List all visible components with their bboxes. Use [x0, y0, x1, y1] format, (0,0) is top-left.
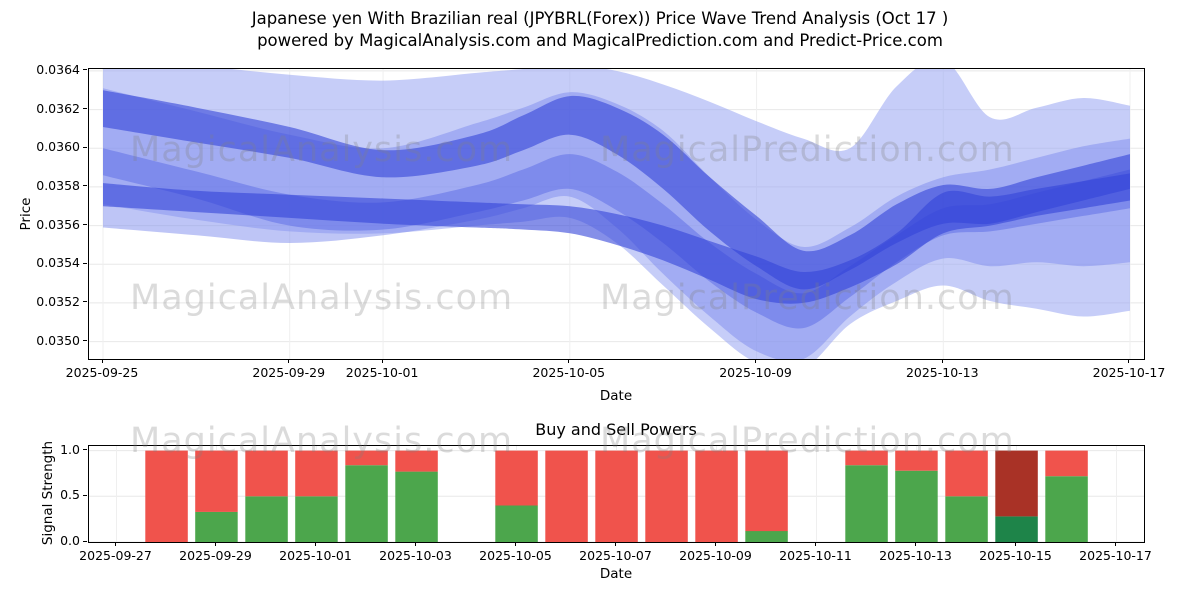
x-tick-mark [715, 542, 716, 546]
x-tick-mark [1015, 542, 1016, 546]
x-tick-label: 2025-10-01 [345, 365, 419, 380]
y-tick-label: 0.0360 [36, 139, 80, 155]
buy-power-bar [245, 496, 288, 542]
buy-power-bar [195, 511, 238, 542]
y-tick-label: 0.0352 [36, 293, 80, 309]
x-tick-label: 2025-10-17 [1079, 548, 1152, 563]
buy-sell-power-chart [89, 446, 1144, 542]
sell-power-bar [545, 450, 588, 542]
sell-power-bar [845, 450, 888, 466]
x-tick-mark [615, 542, 616, 546]
y-tick-mark [83, 108, 87, 110]
buy-power-bar [995, 516, 1038, 542]
x-tick-label: 2025-10-11 [779, 548, 852, 563]
y-tick-mark [83, 301, 87, 303]
buy-power-bar [495, 505, 538, 542]
x-tick-label: 2025-09-29 [179, 548, 252, 563]
sell-power-bar [595, 450, 638, 542]
sell-power-bar [1045, 450, 1088, 477]
power-x-axis-label: Date [599, 566, 633, 582]
x-tick-label: 2025-10-01 [279, 548, 352, 563]
sell-power-bar [745, 450, 788, 532]
x-tick-label: 2025-10-15 [979, 548, 1052, 563]
x-tick-mark [101, 359, 103, 363]
sell-power-bar [995, 450, 1038, 517]
x-tick-mark [1115, 542, 1116, 546]
sell-power-bar [145, 450, 188, 542]
buy-power-bar [295, 496, 338, 542]
x-tick-mark [568, 359, 570, 363]
sell-power-bar [495, 450, 538, 506]
x-tick-mark [381, 359, 383, 363]
x-tick-label: 2025-09-29 [252, 365, 326, 380]
x-tick-mark [315, 542, 316, 546]
buy-power-bar [745, 531, 788, 542]
y-tick-label: 1.0 [60, 441, 80, 457]
buy-power-bar [395, 471, 438, 542]
x-tick-label: 2025-10-13 [879, 548, 952, 563]
buy-power-bar [945, 496, 988, 542]
power-plot-area [88, 445, 1145, 543]
price-band-core-lower [103, 173, 1130, 304]
buy-power-bar [345, 465, 388, 542]
y-tick-mark [83, 224, 87, 226]
x-tick-label: 2025-10-03 [379, 548, 452, 563]
sell-power-bar [645, 450, 688, 542]
sell-power-bar [245, 450, 288, 497]
x-tick-label: 2025-10-13 [905, 365, 979, 380]
y-tick-label: 0.0356 [36, 216, 80, 232]
x-tick-label: 2025-10-07 [579, 548, 652, 563]
price-wave-chart [89, 69, 1144, 359]
chart-title: Japanese yen With Brazilian real (JPYBRL… [251, 9, 949, 28]
x-tick-label: 2025-09-25 [65, 365, 139, 380]
sell-power-bar [345, 450, 388, 466]
buy-power-bar [845, 465, 888, 542]
power-chart-title: Buy and Sell Powers [535, 420, 697, 439]
price-x-axis-label: Date [599, 388, 633, 404]
y-tick-label: 0.0 [60, 533, 80, 548]
y-tick-mark [83, 449, 87, 451]
y-tick-label: 0.0350 [36, 332, 80, 348]
x-tick-label: 2025-10-05 [532, 365, 606, 380]
x-tick-mark [815, 542, 816, 546]
x-tick-mark [915, 542, 916, 546]
x-tick-mark [1128, 359, 1130, 363]
x-tick-label: 2025-10-05 [479, 548, 552, 563]
price-plot-area [88, 68, 1145, 360]
sell-power-bar [395, 450, 438, 472]
x-tick-label: 2025-10-09 [679, 548, 752, 563]
sell-power-bar [895, 450, 938, 471]
y-tick-mark [83, 340, 87, 342]
x-tick-label: 2025-09-27 [79, 548, 152, 563]
y-tick-mark [83, 69, 87, 71]
y-tick-mark [83, 146, 87, 148]
y-tick-mark [83, 494, 87, 496]
x-tick-mark [515, 542, 516, 546]
y-tick-mark [83, 262, 87, 264]
x-tick-mark [115, 542, 116, 546]
y-tick-label: 0.0354 [36, 255, 80, 271]
buy-power-bar [1045, 476, 1088, 542]
price-band-core-upper [103, 90, 1130, 290]
y-tick-label: 0.0364 [36, 61, 80, 77]
y-tick-label: 0.0358 [36, 177, 80, 193]
sell-power-bar [695, 450, 738, 542]
y-tick-label: 0.0362 [36, 100, 80, 116]
sell-power-bar [945, 450, 988, 497]
x-tick-mark [288, 359, 290, 363]
y-tick-label: 0.5 [60, 487, 80, 503]
y-tick-mark [83, 185, 87, 187]
x-tick-mark [215, 542, 216, 546]
y-tick-mark [83, 540, 87, 542]
x-tick-mark [755, 359, 757, 363]
sell-power-bar [295, 450, 338, 497]
x-tick-label: 2025-10-17 [1092, 365, 1166, 380]
x-tick-label: 2025-10-09 [719, 365, 792, 380]
x-tick-mark [941, 359, 943, 363]
chart-subtitle: powered by MagicalAnalysis.com and Magic… [257, 31, 943, 50]
sell-power-bar [195, 450, 238, 512]
x-tick-mark [415, 542, 416, 546]
buy-power-bar [895, 470, 938, 542]
